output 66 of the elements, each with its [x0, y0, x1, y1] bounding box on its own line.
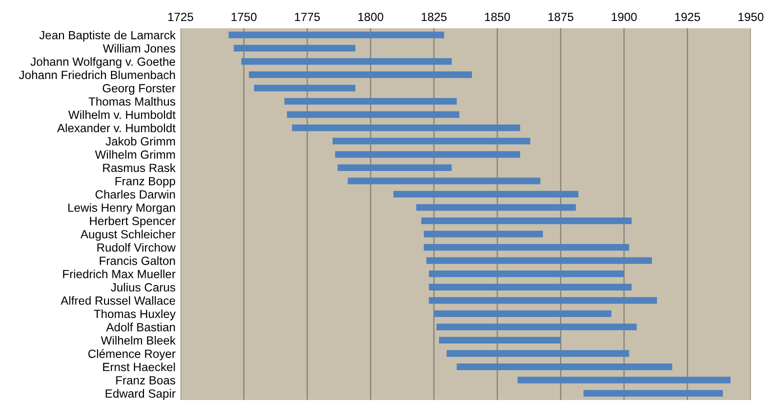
x-tick-label: 1800 [358, 12, 384, 22]
y-tick-label: Johann Friedrich Blumenbach [18, 70, 175, 80]
bar [241, 58, 452, 65]
bar [424, 230, 543, 238]
x-tick-label: 1850 [485, 12, 510, 22]
x-tick-label: 1900 [612, 12, 637, 22]
bar [428, 284, 632, 290]
bar [428, 297, 657, 304]
y-tick-label: Georg Forster [102, 84, 176, 95]
x-tick-label: 1925 [675, 12, 700, 22]
bar [393, 190, 578, 198]
y-tick-label: Wilhelm Grimm [95, 150, 175, 159]
bar [424, 244, 630, 251]
y-tick-label: Friedrich Max Mueller [63, 270, 176, 278]
bar [254, 84, 356, 92]
bar [234, 44, 356, 52]
bar [284, 98, 457, 105]
x-tick-label: 1750 [232, 12, 257, 22]
bar [332, 138, 530, 144]
y-tick-label: Charles Darwin [96, 190, 175, 199]
bar [456, 363, 672, 370]
y-tick-label: Rasmus Rask [103, 163, 176, 172]
y-tick-label: Julius Carus [110, 282, 176, 292]
x-tick-label: 1775 [294, 12, 320, 22]
x-tick-label: 1875 [548, 12, 574, 22]
x-tick-label: 1725 [168, 12, 194, 22]
x-tick-label: 1825 [422, 12, 447, 22]
y-tick-label: Edward Sapir [106, 389, 176, 400]
x-tick-label: 1950 [738, 12, 764, 22]
bar [286, 111, 460, 118]
y-tick-label: Alexander v. Humboldt [57, 124, 176, 132]
bar [416, 204, 576, 211]
bar [436, 324, 637, 330]
y-tick-label: Alfred Russel Wallace [60, 296, 176, 305]
bar [248, 71, 472, 78]
y-tick-label: Ernst Haeckel [103, 362, 175, 372]
bar [348, 178, 540, 184]
y-tick-label: Jean Baptiste de Lamarck [39, 30, 176, 42]
y-tick-label: Rudolf Virchow [97, 243, 176, 252]
y-tick-label: Wilhelm v. Humboldt [68, 110, 176, 119]
y-tick-label: William Jones [102, 44, 176, 53]
bar [335, 151, 520, 158]
bar [426, 257, 652, 264]
y-tick-label: Franz Boas [116, 376, 176, 384]
bar [292, 124, 520, 132]
y-tick-label: Wilhelm Bleek [100, 336, 176, 345]
y-tick-label: Lewis Henry Morgan [68, 203, 175, 214]
y-tick-label: Franz Bopp [116, 177, 176, 188]
bar [228, 32, 444, 38]
y-tick-label: August Schleicher [80, 230, 176, 241]
y-tick-label: Thomas Malthus [88, 97, 176, 106]
bar [583, 390, 723, 397]
bar [439, 336, 561, 344]
bar [434, 310, 612, 317]
y-tick-label: Herbert Spencer [90, 216, 176, 228]
bar [338, 164, 452, 171]
y-tick-label: Francis Galton [100, 256, 175, 265]
bar [428, 270, 624, 278]
y-tick-label: Clémence Royer [88, 349, 176, 360]
y-tick-label: Johann Wolfgang v. Goethe [30, 57, 176, 68]
y-tick-label: Adolf Bastian [106, 322, 175, 332]
bar [446, 350, 630, 357]
y-tick-label: Thomas Huxley [94, 309, 176, 320]
bar [421, 217, 632, 224]
bar [518, 376, 730, 384]
y-tick-label: Jakob Grimm [106, 136, 175, 146]
